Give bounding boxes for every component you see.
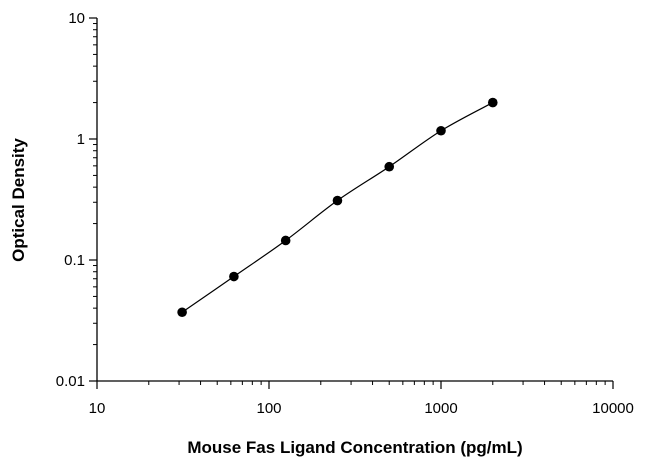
y-tick-label: 10	[68, 10, 85, 27]
data-point	[384, 161, 395, 172]
x-tick-label: 1000	[424, 400, 457, 417]
data-points	[177, 97, 498, 318]
data-point	[177, 307, 187, 318]
y-axis-ticks	[89, 17, 97, 382]
x-axis-title: Mouse Fas Ligand Concentration (pg/mL)	[187, 438, 522, 457]
x-axis-tick-labels: 10 100 1000 10000	[89, 400, 634, 417]
y-axis-tick-labels: 0.01 0.1 1 10	[56, 10, 85, 390]
x-axis-ticks	[96, 381, 614, 389]
data-point	[332, 195, 343, 206]
x-tick-label: 10	[89, 400, 106, 417]
data-point	[229, 271, 239, 282]
plot-area: 0.01 0.1 1 10 10 100 1000 10000	[56, 10, 634, 417]
y-tick-label: 1	[77, 131, 85, 148]
y-tick-label: 0.1	[64, 252, 85, 269]
y-tick-label: 0.01	[56, 373, 85, 390]
x-tick-label: 100	[256, 400, 281, 417]
y-axis-title: Optical Density	[9, 138, 28, 262]
data-point	[487, 97, 498, 108]
data-point	[436, 125, 446, 136]
data-point	[280, 235, 291, 246]
x-tick-label: 10000	[592, 400, 634, 417]
fit-curve-line	[181, 102, 494, 313]
